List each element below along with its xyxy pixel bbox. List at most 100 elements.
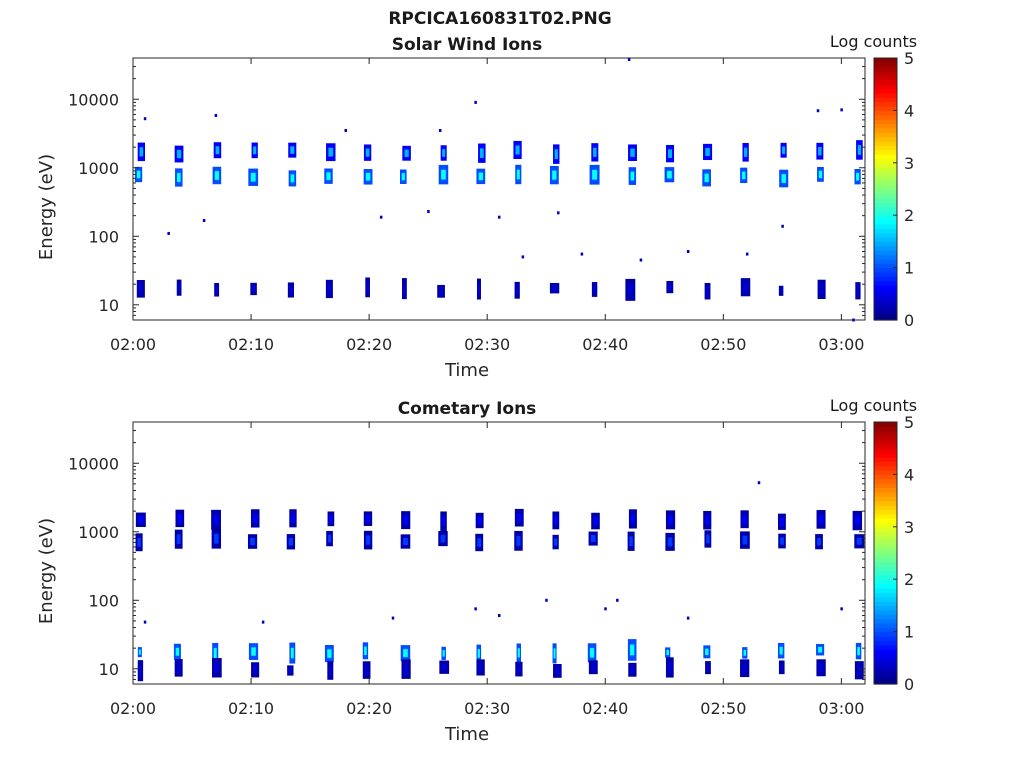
colorbar-swatch (874, 263, 897, 269)
burst-core (818, 663, 824, 673)
colorbar-swatch (874, 289, 897, 295)
colorbar-swatch (874, 631, 897, 637)
burst-core (630, 171, 635, 181)
burst-core (779, 517, 784, 526)
colorbar-swatch (874, 75, 897, 81)
burst-core (742, 663, 747, 673)
burst-core (552, 170, 557, 180)
colorbar-swatch (874, 470, 897, 475)
colorbar-tick-label: 1 (904, 259, 914, 278)
colorbar-swatch (874, 88, 897, 94)
x-tick-label: 02:50 (700, 335, 746, 354)
burst-core (517, 648, 520, 658)
burst-core (366, 535, 371, 545)
burst-core (856, 537, 862, 545)
colorbar-tick-label: 0 (904, 675, 914, 694)
burst-core (176, 534, 181, 544)
burst-core (554, 515, 558, 525)
burst-core (327, 284, 332, 294)
colorbar-swatch (874, 653, 897, 659)
burst-core (442, 149, 446, 157)
count-point (474, 607, 477, 611)
burst-core (668, 515, 673, 525)
colorbar-swatch (874, 426, 897, 432)
burst-core (403, 537, 408, 546)
burst-core (214, 171, 220, 180)
panel-title: Cometary Ions (398, 399, 537, 419)
burst-core (592, 169, 598, 180)
burst-core (403, 664, 409, 675)
burst-core (327, 649, 332, 658)
colorbar-swatch (874, 539, 897, 545)
count-point (604, 607, 607, 611)
colorbar-tick-label: 3 (904, 154, 914, 173)
count-point (580, 252, 584, 256)
burst-core (214, 662, 220, 673)
y-tick-label: 100 (88, 591, 119, 610)
colorbar-swatch (874, 145, 897, 151)
x-tick-label: 02:30 (464, 699, 510, 718)
colorbar-swatch (874, 614, 897, 620)
burst-core (515, 286, 519, 295)
colorbar-swatch (874, 58, 897, 63)
x-tick-label: 02:20 (346, 699, 392, 718)
colorbar-tick-label: 2 (904, 206, 914, 225)
colorbar-swatch (874, 439, 897, 445)
burst-core (138, 284, 143, 294)
colorbar-swatch (874, 609, 897, 615)
x-tick-label: 02:30 (464, 335, 510, 354)
burst-core (442, 650, 445, 657)
colorbar-swatch (874, 71, 897, 77)
burst-core (213, 514, 219, 525)
count-point (391, 616, 395, 620)
burst-core (215, 146, 220, 155)
y-tick-label: 10 (99, 296, 119, 315)
burst-core (441, 663, 447, 671)
colorbar-label: Log counts (830, 396, 917, 415)
colorbar-swatch (874, 566, 897, 572)
burst-core (780, 663, 784, 671)
burst-core (629, 536, 633, 547)
y-axis: 10 100 1000 10000 (68, 421, 865, 685)
colorbar-swatch (874, 570, 897, 576)
burst-core (515, 145, 520, 155)
colorbar-swatch (874, 92, 897, 98)
x-tick-label: 03:00 (818, 699, 864, 718)
burst-core (288, 667, 292, 674)
x-tick-label: 02:10 (228, 335, 274, 354)
colorbar-swatch (874, 127, 897, 133)
burst-core (250, 537, 255, 546)
burst-core (857, 646, 860, 656)
burst-core (554, 538, 558, 546)
burst-core (704, 173, 709, 183)
colorbar-swatch (874, 640, 897, 646)
burst-core (366, 282, 369, 293)
burst-core (782, 146, 786, 154)
colorbar-swatch (874, 496, 897, 502)
burst-core (554, 149, 558, 160)
count-point (627, 58, 631, 62)
colorbar-tick-label: 5 (904, 413, 914, 432)
colorbar-swatch (874, 522, 897, 528)
colorbar-swatch (874, 452, 897, 458)
burst-core (477, 649, 480, 658)
burst-core (250, 172, 256, 182)
x-tick-label: 02:00 (110, 335, 156, 354)
burst-core (479, 148, 484, 159)
colorbar-swatch (874, 106, 897, 111)
burst-core (177, 514, 182, 523)
colorbar-swatch (874, 574, 897, 580)
burst-core (706, 664, 710, 671)
colorbar-swatch (874, 544, 897, 550)
colorbar-swatch (874, 197, 897, 203)
colorbar-tick-label: 1 (904, 623, 914, 642)
colorbar-swatch (874, 474, 897, 480)
colorbar-swatch (874, 245, 897, 251)
colorbar-swatch (874, 258, 897, 264)
x-axis-label: Time (444, 724, 489, 745)
colorbar-swatch (874, 302, 897, 308)
burst-core (779, 288, 783, 294)
burst-core (743, 282, 748, 292)
